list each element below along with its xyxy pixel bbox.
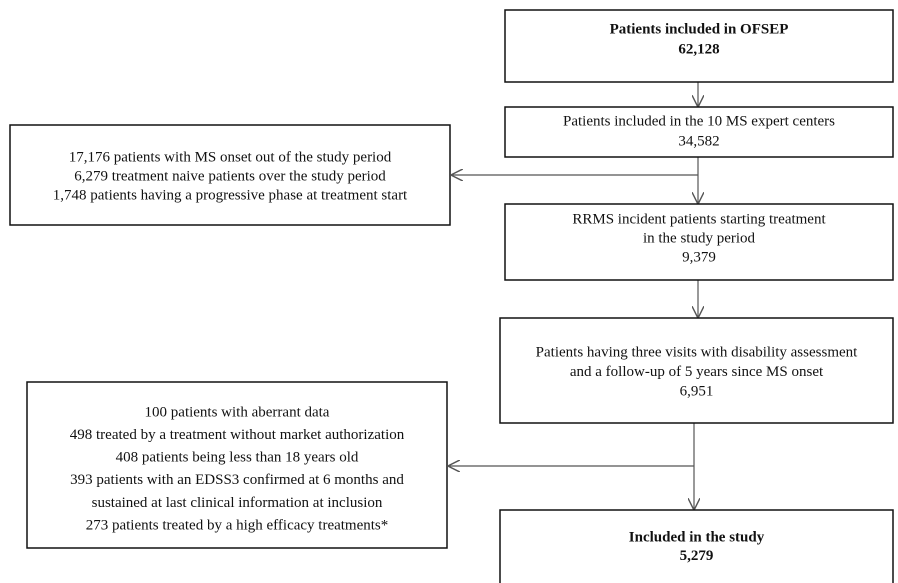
node-text: 498 treated by a treatment without marke…	[70, 427, 405, 443]
node-text: in the study period	[643, 230, 756, 246]
node-text: Patients having three visits with disabi…	[536, 344, 858, 360]
node-box	[499, 509, 894, 583]
node-text: 393 patients with an EDSS3 confirmed at …	[70, 472, 404, 488]
node-text: 1,748 patients having a progressive phas…	[53, 187, 408, 203]
node-text: 17,176 patients with MS onset out of the…	[69, 149, 392, 165]
node-text: and a follow-up of 5 years since MS onse…	[570, 364, 824, 380]
node-box	[499, 317, 894, 424]
node-text: Patients included in the 10 MS expert ce…	[563, 113, 835, 129]
node-text: 5,279	[680, 548, 714, 564]
node-text: 408 patients being less than 18 years ol…	[116, 450, 359, 466]
node-text: sustained at last clinical information a…	[92, 495, 383, 511]
node-text: 6,951	[680, 383, 714, 399]
node-text: 273 patients treated by a high efficacy …	[86, 517, 389, 533]
node-text: 62,128	[678, 41, 719, 57]
node-text: Patients included in OFSEP	[610, 21, 789, 37]
node-text: 9,379	[682, 249, 716, 265]
node-box	[504, 9, 894, 83]
node-box	[9, 124, 451, 226]
node-text: Included in the study	[629, 529, 765, 545]
node-box	[504, 106, 894, 158]
node-text: 34,582	[678, 133, 719, 149]
node-text: 6,279 treatment naive patients over the …	[74, 168, 386, 184]
connectors	[449, 82, 698, 509]
node-text: 100 patients with aberrant data	[145, 404, 330, 420]
node-box	[26, 381, 448, 549]
node-box	[504, 203, 894, 281]
node-text: RRMS incident patients starting treatmen…	[572, 211, 826, 227]
